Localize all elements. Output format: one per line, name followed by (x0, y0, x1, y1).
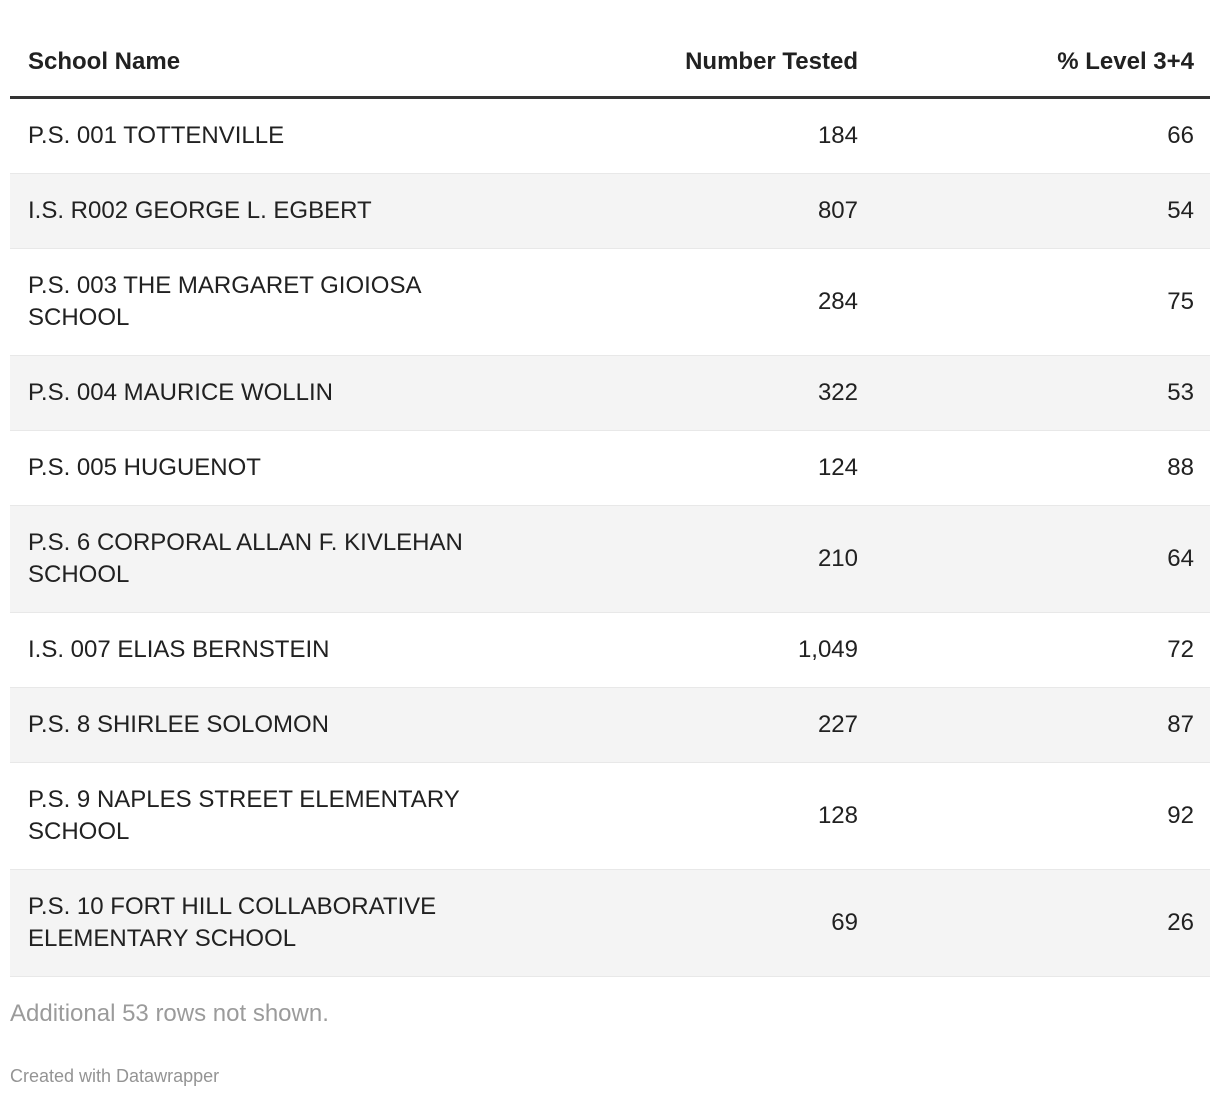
number-tested-cell: 210 (520, 505, 874, 613)
table-row: P.S. 005 HUGUENOT 124 88 (10, 430, 1210, 506)
school-name-cell: P.S. 8 SHIRLEE SOLOMON (10, 687, 520, 763)
number-tested-cell: 807 (520, 173, 874, 249)
column-header-level-3-4: % Level 3+4 (874, 0, 1210, 99)
number-tested-cell: 284 (520, 248, 874, 356)
number-tested-cell: 69 (520, 869, 874, 977)
school-name-cell: P.S. 003 THE MARGARET GIOIOSA SCHOOL (10, 248, 520, 356)
number-tested-cell: 184 (520, 97, 874, 174)
school-name-cell: I.S. R002 GEORGE L. EGBERT (10, 173, 520, 249)
number-tested-cell: 227 (520, 687, 874, 763)
rows-not-shown-note: Additional 53 rows not shown. (10, 1000, 329, 1027)
table-row: I.S. 007 ELIAS BERNSTEIN 1,049 72 (10, 612, 1210, 688)
number-tested-cell: 1,049 (520, 612, 874, 688)
table-row: P.S. 6 CORPORAL ALLAN F. KIVLEHAN SCHOOL… (10, 505, 1210, 613)
level-cell: 53 (874, 355, 1210, 431)
school-name-cell: P.S. 6 CORPORAL ALLAN F. KIVLEHAN SCHOOL (10, 505, 520, 613)
school-name-cell: P.S. 004 MAURICE WOLLIN (10, 355, 520, 431)
table-row: P.S. 9 NAPLES STREET ELEMENTARY SCHOOL 1… (10, 762, 1210, 870)
school-name-cell: P.S. 005 HUGUENOT (10, 430, 520, 506)
table-row: P.S. 001 TOTTENVILLE 184 66 (10, 97, 1210, 174)
number-tested-cell: 322 (520, 355, 874, 431)
level-cell: 88 (874, 430, 1210, 506)
column-header-number-tested: Number Tested (520, 0, 874, 99)
table-row: P.S. 8 SHIRLEE SOLOMON 227 87 (10, 687, 1210, 763)
table-row: I.S. R002 GEORGE L. EGBERT 807 54 (10, 173, 1210, 249)
level-cell: 92 (874, 762, 1210, 870)
number-tested-cell: 124 (520, 430, 874, 506)
level-cell: 75 (874, 248, 1210, 356)
table-row: P.S. 10 FORT HILL COLLABORATIVE ELEMENTA… (10, 869, 1210, 977)
level-cell: 26 (874, 869, 1210, 977)
level-cell: 66 (874, 97, 1210, 174)
datawrapper-attribution: Created with Datawrapper (10, 1066, 220, 1086)
level-cell: 87 (874, 687, 1210, 763)
data-table: School Name Number Tested % Level 3+4 P.… (10, 0, 1210, 977)
level-cell: 54 (874, 173, 1210, 249)
header-row: School Name Number Tested % Level 3+4 (10, 0, 1210, 99)
column-header-school-name: School Name (10, 0, 520, 99)
school-name-cell: P.S. 001 TOTTENVILLE (10, 97, 520, 174)
level-cell: 64 (874, 505, 1210, 613)
school-name-cell: I.S. 007 ELIAS BERNSTEIN (10, 612, 520, 688)
school-name-cell: P.S. 9 NAPLES STREET ELEMENTARY SCHOOL (10, 762, 520, 870)
table-row: P.S. 003 THE MARGARET GIOIOSA SCHOOL 284… (10, 248, 1210, 356)
level-cell: 72 (874, 612, 1210, 688)
school-name-cell: P.S. 10 FORT HILL COLLABORATIVE ELEMENTA… (10, 869, 520, 977)
number-tested-cell: 128 (520, 762, 874, 870)
table-row: P.S. 004 MAURICE WOLLIN 322 53 (10, 355, 1210, 431)
